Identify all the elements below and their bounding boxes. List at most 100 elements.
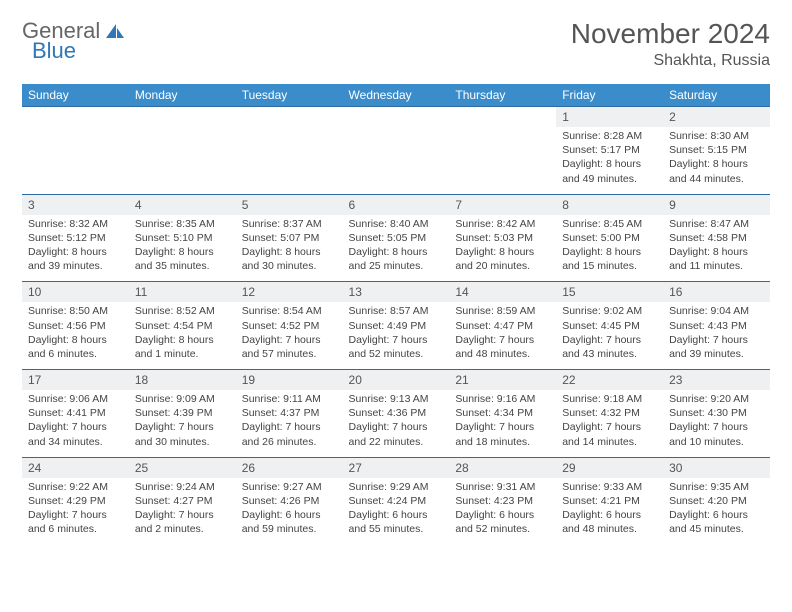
sunrise-text: Sunrise: 8:45 AM <box>562 217 657 231</box>
sunset-text: Sunset: 4:52 PM <box>242 319 337 333</box>
sunset-text: Sunset: 5:05 PM <box>349 231 444 245</box>
day-detail-cell: Sunrise: 9:29 AMSunset: 4:24 PMDaylight:… <box>343 478 450 545</box>
day-number-cell: 26 <box>236 457 343 478</box>
day-detail-cell: Sunrise: 9:18 AMSunset: 4:32 PMDaylight:… <box>556 390 663 457</box>
day-number-cell: 24 <box>22 457 129 478</box>
day-detail-cell: Sunrise: 9:22 AMSunset: 4:29 PMDaylight:… <box>22 478 129 545</box>
sunrise-text: Sunrise: 9:11 AM <box>242 392 337 406</box>
daylight-text: Daylight: 7 hours and 52 minutes. <box>349 333 444 361</box>
sunrise-text: Sunrise: 9:20 AM <box>669 392 764 406</box>
daylight-text: Daylight: 8 hours and 49 minutes. <box>562 157 657 185</box>
day-detail-cell: Sunrise: 9:24 AMSunset: 4:27 PMDaylight:… <box>129 478 236 545</box>
day-number: 13 <box>349 285 362 299</box>
day-detail-row: Sunrise: 8:50 AMSunset: 4:56 PMDaylight:… <box>22 302 770 369</box>
day-number-cell <box>22 107 129 128</box>
day-detail-cell: Sunrise: 8:52 AMSunset: 4:54 PMDaylight:… <box>129 302 236 369</box>
day-number-cell <box>449 107 556 128</box>
weekday-header: Saturday <box>663 84 770 107</box>
day-number: 7 <box>455 198 462 212</box>
day-number: 2 <box>669 110 676 124</box>
day-number: 27 <box>349 461 362 475</box>
day-number: 28 <box>455 461 468 475</box>
sunrise-text: Sunrise: 8:50 AM <box>28 304 123 318</box>
day-number: 18 <box>135 373 148 387</box>
weekday-header: Wednesday <box>343 84 450 107</box>
daylight-text: Daylight: 8 hours and 11 minutes. <box>669 245 764 273</box>
day-number: 10 <box>28 285 41 299</box>
sunset-text: Sunset: 4:36 PM <box>349 406 444 420</box>
day-number-cell: 29 <box>556 457 663 478</box>
day-detail-cell: Sunrise: 9:06 AMSunset: 4:41 PMDaylight:… <box>22 390 129 457</box>
daylight-text: Daylight: 6 hours and 55 minutes. <box>349 508 444 536</box>
day-detail-cell: Sunrise: 9:35 AMSunset: 4:20 PMDaylight:… <box>663 478 770 545</box>
day-number-cell: 25 <box>129 457 236 478</box>
sunrise-text: Sunrise: 8:28 AM <box>562 129 657 143</box>
sunset-text: Sunset: 4:41 PM <box>28 406 123 420</box>
logo-line2: Blue <box>32 38 76 64</box>
day-number: 25 <box>135 461 148 475</box>
day-detail-cell: Sunrise: 8:30 AMSunset: 5:15 PMDaylight:… <box>663 127 770 194</box>
day-detail-row: Sunrise: 8:32 AMSunset: 5:12 PMDaylight:… <box>22 215 770 282</box>
day-number-cell: 10 <box>22 282 129 303</box>
daylight-text: Daylight: 8 hours and 6 minutes. <box>28 333 123 361</box>
sunset-text: Sunset: 4:34 PM <box>455 406 550 420</box>
sunset-text: Sunset: 4:29 PM <box>28 494 123 508</box>
day-number: 8 <box>562 198 569 212</box>
sunrise-text: Sunrise: 8:42 AM <box>455 217 550 231</box>
sunset-text: Sunset: 4:21 PM <box>562 494 657 508</box>
day-detail-cell: Sunrise: 8:50 AMSunset: 4:56 PMDaylight:… <box>22 302 129 369</box>
daylight-text: Daylight: 7 hours and 26 minutes. <box>242 420 337 448</box>
day-detail-cell <box>236 127 343 194</box>
daylight-text: Daylight: 8 hours and 25 minutes. <box>349 245 444 273</box>
day-number: 26 <box>242 461 255 475</box>
sunset-text: Sunset: 4:43 PM <box>669 319 764 333</box>
sunset-text: Sunset: 5:15 PM <box>669 143 764 157</box>
day-number-row: 24252627282930 <box>22 457 770 478</box>
daylight-text: Daylight: 8 hours and 44 minutes. <box>669 157 764 185</box>
daylight-text: Daylight: 7 hours and 48 minutes. <box>455 333 550 361</box>
day-number-cell: 1 <box>556 107 663 128</box>
sunset-text: Sunset: 4:23 PM <box>455 494 550 508</box>
day-number: 17 <box>28 373 41 387</box>
day-number-cell <box>343 107 450 128</box>
day-number: 19 <box>242 373 255 387</box>
sunrise-text: Sunrise: 9:02 AM <box>562 304 657 318</box>
daylight-text: Daylight: 7 hours and 14 minutes. <box>562 420 657 448</box>
daylight-text: Daylight: 8 hours and 30 minutes. <box>242 245 337 273</box>
day-number-row: 3456789 <box>22 194 770 215</box>
daylight-text: Daylight: 7 hours and 6 minutes. <box>28 508 123 536</box>
day-number-cell: 22 <box>556 370 663 391</box>
sunrise-text: Sunrise: 9:04 AM <box>669 304 764 318</box>
day-number: 11 <box>135 285 147 299</box>
sunset-text: Sunset: 5:00 PM <box>562 231 657 245</box>
sunrise-text: Sunrise: 9:24 AM <box>135 480 230 494</box>
day-detail-cell: Sunrise: 8:35 AMSunset: 5:10 PMDaylight:… <box>129 215 236 282</box>
day-number: 14 <box>455 285 468 299</box>
day-number: 9 <box>669 198 676 212</box>
calendar-table: SundayMondayTuesdayWednesdayThursdayFrid… <box>22 84 770 544</box>
sunset-text: Sunset: 4:54 PM <box>135 319 230 333</box>
day-detail-row: Sunrise: 8:28 AMSunset: 5:17 PMDaylight:… <box>22 127 770 194</box>
day-number-cell: 13 <box>343 282 450 303</box>
daylight-text: Daylight: 7 hours and 22 minutes. <box>349 420 444 448</box>
day-number: 1 <box>562 110 569 124</box>
day-number: 12 <box>242 285 255 299</box>
title-block: November 2024 Shakhta, Russia <box>571 18 770 70</box>
daylight-text: Daylight: 7 hours and 18 minutes. <box>455 420 550 448</box>
sunset-text: Sunset: 4:45 PM <box>562 319 657 333</box>
day-detail-cell: Sunrise: 9:27 AMSunset: 4:26 PMDaylight:… <box>236 478 343 545</box>
sunset-text: Sunset: 5:07 PM <box>242 231 337 245</box>
day-number-cell: 14 <box>449 282 556 303</box>
logo-text-2: Blue <box>32 38 76 64</box>
sunrise-text: Sunrise: 9:06 AM <box>28 392 123 406</box>
day-number-cell: 2 <box>663 107 770 128</box>
day-number: 5 <box>242 198 249 212</box>
day-detail-cell <box>449 127 556 194</box>
day-number: 29 <box>562 461 575 475</box>
daylight-text: Daylight: 6 hours and 48 minutes. <box>562 508 657 536</box>
daylight-text: Daylight: 7 hours and 34 minutes. <box>28 420 123 448</box>
sunrise-text: Sunrise: 9:16 AM <box>455 392 550 406</box>
day-detail-row: Sunrise: 9:22 AMSunset: 4:29 PMDaylight:… <box>22 478 770 545</box>
day-number-cell: 21 <box>449 370 556 391</box>
sunset-text: Sunset: 4:37 PM <box>242 406 337 420</box>
